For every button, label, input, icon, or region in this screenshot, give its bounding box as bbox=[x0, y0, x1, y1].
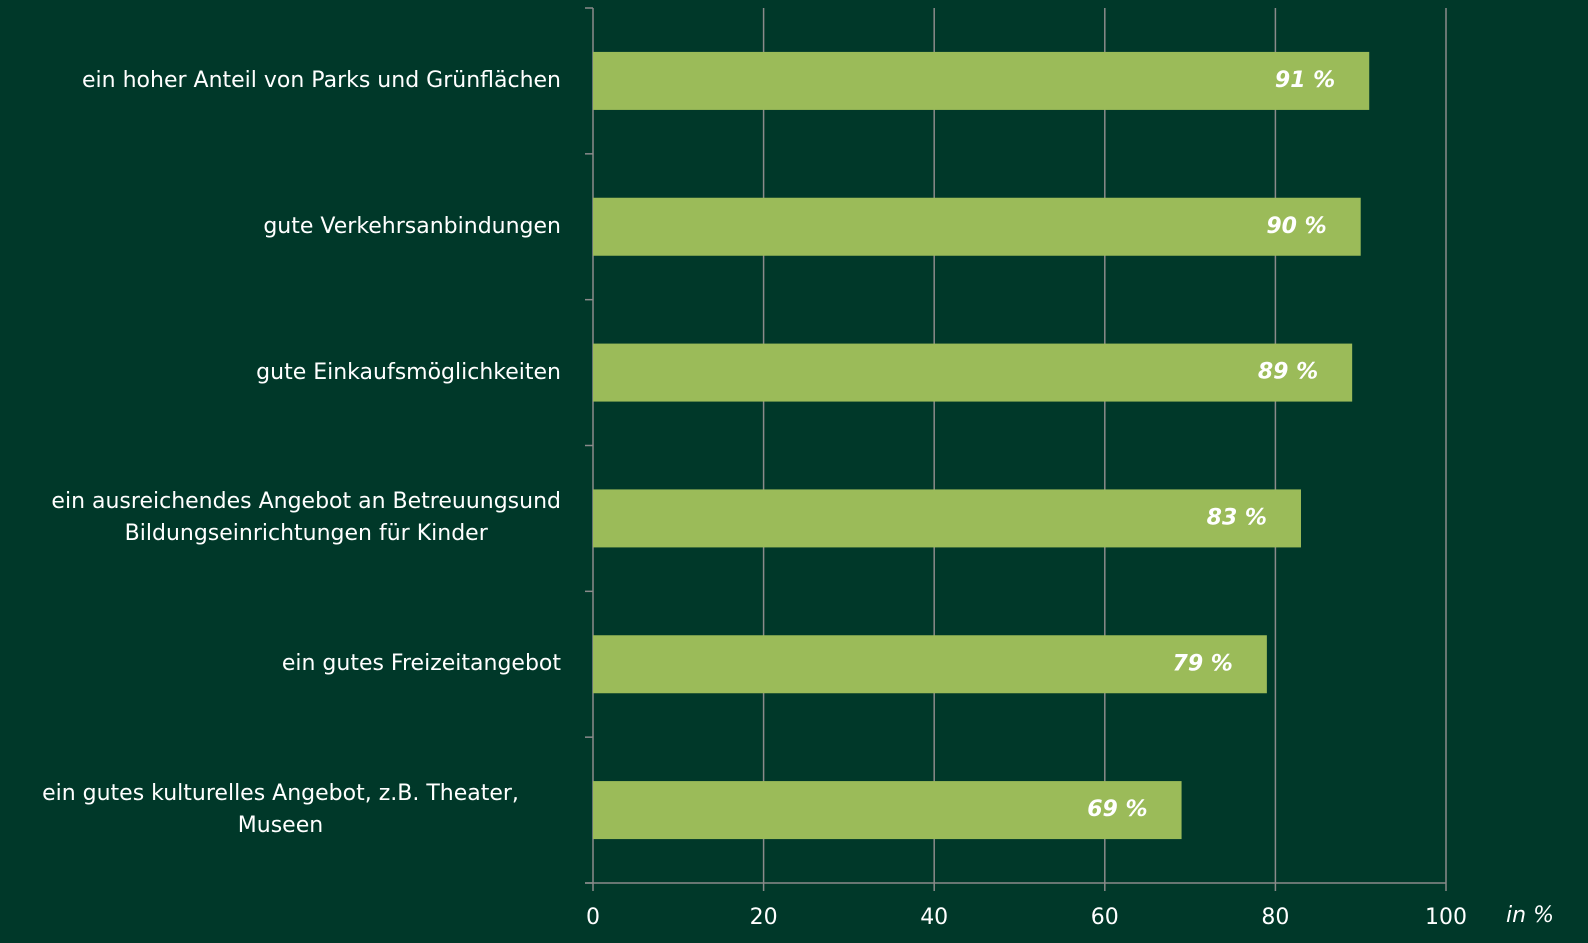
value-label: 91 % bbox=[1275, 68, 1335, 93]
bar bbox=[593, 635, 1267, 694]
x-tick-label: 40 bbox=[920, 905, 948, 930]
x-tick-label: 0 bbox=[586, 905, 600, 930]
x-axis-label: in % bbox=[1506, 903, 1554, 928]
bar bbox=[593, 197, 1361, 256]
bar bbox=[593, 343, 1353, 402]
value-label: 83 % bbox=[1207, 505, 1267, 530]
x-tick-label: 100 bbox=[1425, 905, 1467, 930]
value-label: 69 % bbox=[1087, 797, 1147, 822]
value-label: 90 % bbox=[1266, 214, 1326, 239]
y-tick-label: ein gutes kulturelles Angebot, z.B. Thea… bbox=[42, 781, 519, 839]
bar bbox=[593, 489, 1301, 548]
y-tick-label: gute Verkehrsanbindungen bbox=[263, 213, 561, 239]
x-tick-label: 20 bbox=[750, 905, 778, 930]
bar bbox=[593, 51, 1370, 110]
value-label: 89 % bbox=[1258, 360, 1318, 385]
y-tick-label: gute Einkaufsmöglichkeiten bbox=[256, 359, 561, 385]
y-tick-label: ein ausreichendes Angebot an Betreuungsu… bbox=[51, 489, 561, 547]
x-tick-label: 60 bbox=[1091, 905, 1119, 930]
bar bbox=[593, 781, 1182, 840]
y-tick-label: ein hoher Anteil von Parks und Grünfläch… bbox=[82, 67, 561, 93]
x-tick-label: 80 bbox=[1261, 905, 1289, 930]
y-tick-label: ein gutes Freizeitangebot bbox=[281, 651, 561, 677]
value-label: 79 % bbox=[1173, 651, 1233, 676]
